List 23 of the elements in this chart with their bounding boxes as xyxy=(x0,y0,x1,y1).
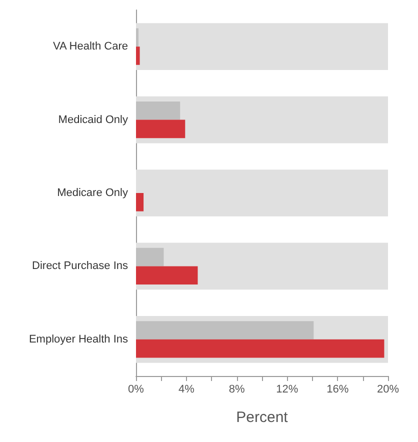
y-tick-label: VA Health Care xyxy=(52,40,128,53)
bar xyxy=(136,23,388,70)
bar xyxy=(136,102,180,120)
x-tick-label: 12% xyxy=(276,384,298,396)
y-tick-label: Medicare Only xyxy=(57,187,128,199)
bar xyxy=(136,193,144,212)
bar xyxy=(136,266,198,284)
x-tick-label: 4% xyxy=(178,384,195,396)
x-tick-label: 0% xyxy=(128,384,144,396)
x-tick-label: 20% xyxy=(376,384,400,396)
bar xyxy=(136,339,384,358)
y-tick-label: Employer Health Ins xyxy=(28,333,128,346)
bar xyxy=(136,170,388,216)
bar xyxy=(136,46,140,65)
y-tick-label: Medicaid Only xyxy=(58,114,128,126)
bar xyxy=(136,321,314,340)
x-tick-label: 16% xyxy=(326,384,349,396)
y-tick-label: Direct Purchase Ins xyxy=(32,260,128,272)
bar xyxy=(136,28,139,47)
bar xyxy=(136,120,186,138)
bar xyxy=(136,248,164,266)
x-axis-title: Percent xyxy=(236,409,289,426)
x-tick-label: 8% xyxy=(228,384,245,396)
